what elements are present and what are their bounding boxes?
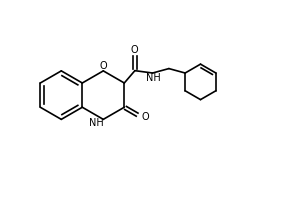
Text: O: O (141, 112, 149, 122)
Text: O: O (100, 61, 107, 71)
Text: O: O (131, 45, 138, 55)
Text: NH: NH (146, 73, 161, 83)
Text: NH: NH (88, 118, 103, 128)
